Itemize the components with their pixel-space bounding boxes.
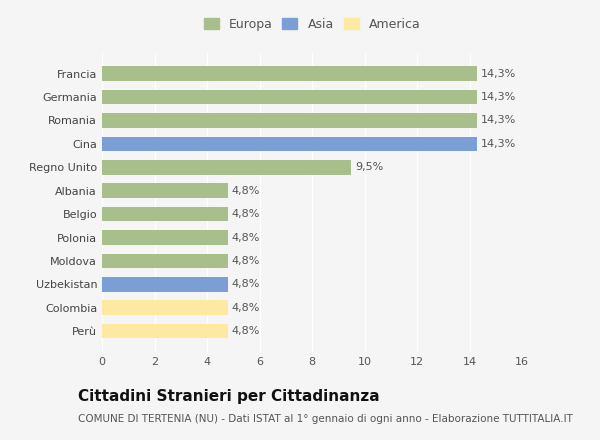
Bar xyxy=(102,324,228,338)
Bar xyxy=(102,183,228,198)
Text: Cittadini Stranieri per Cittadinanza: Cittadini Stranieri per Cittadinanza xyxy=(78,389,380,404)
Text: 4,8%: 4,8% xyxy=(232,279,260,290)
Text: 4,8%: 4,8% xyxy=(232,232,260,242)
Bar xyxy=(102,301,228,315)
Bar xyxy=(102,207,228,221)
Text: 4,8%: 4,8% xyxy=(232,186,260,196)
Text: 14,3%: 14,3% xyxy=(481,92,517,102)
Bar xyxy=(102,137,478,151)
Bar xyxy=(102,66,478,81)
Legend: Europa, Asia, America: Europa, Asia, America xyxy=(200,14,424,35)
Text: 4,8%: 4,8% xyxy=(232,326,260,336)
Bar xyxy=(102,277,228,292)
Text: COMUNE DI TERTENIA (NU) - Dati ISTAT al 1° gennaio di ogni anno - Elaborazione T: COMUNE DI TERTENIA (NU) - Dati ISTAT al … xyxy=(78,414,573,424)
Bar xyxy=(102,113,478,128)
Bar xyxy=(102,254,228,268)
Text: 4,8%: 4,8% xyxy=(232,303,260,313)
Text: 9,5%: 9,5% xyxy=(355,162,383,172)
Bar xyxy=(102,160,352,175)
Bar xyxy=(102,90,478,104)
Text: 4,8%: 4,8% xyxy=(232,256,260,266)
Text: 14,3%: 14,3% xyxy=(481,115,517,125)
Text: 4,8%: 4,8% xyxy=(232,209,260,219)
Text: 14,3%: 14,3% xyxy=(481,139,517,149)
Bar xyxy=(102,230,228,245)
Text: 14,3%: 14,3% xyxy=(481,69,517,79)
